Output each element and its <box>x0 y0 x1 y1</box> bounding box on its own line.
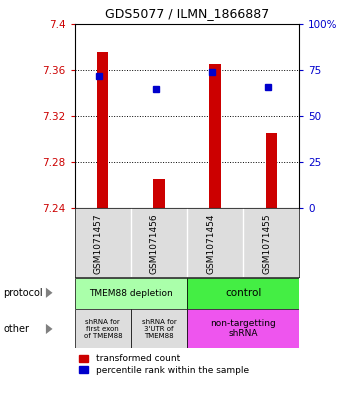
Bar <box>153 180 165 208</box>
Bar <box>209 64 221 208</box>
Bar <box>187 309 299 348</box>
Bar <box>187 278 299 309</box>
Text: protocol: protocol <box>3 288 43 298</box>
Text: non-targetting
shRNA: non-targetting shRNA <box>210 319 276 338</box>
Text: shRNA for
3'UTR of
TMEM88: shRNA for 3'UTR of TMEM88 <box>141 319 176 338</box>
Bar <box>266 133 277 208</box>
Bar <box>97 52 108 208</box>
Bar <box>131 309 187 348</box>
Text: GSM1071455: GSM1071455 <box>262 214 271 274</box>
Bar <box>75 278 187 309</box>
Text: GSM1071454: GSM1071454 <box>206 214 215 274</box>
Legend: transformed count, percentile rank within the sample: transformed count, percentile rank withi… <box>79 354 249 375</box>
Polygon shape <box>46 324 52 334</box>
Text: control: control <box>225 288 261 298</box>
Polygon shape <box>46 288 52 298</box>
Bar <box>75 309 131 348</box>
Title: GDS5077 / ILMN_1866887: GDS5077 / ILMN_1866887 <box>105 7 269 20</box>
Text: other: other <box>3 324 29 334</box>
Text: shRNA for
first exon
of TMEM88: shRNA for first exon of TMEM88 <box>84 319 122 338</box>
Text: GSM1071457: GSM1071457 <box>94 214 103 274</box>
Text: GSM1071456: GSM1071456 <box>150 214 159 274</box>
Text: TMEM88 depletion: TMEM88 depletion <box>89 289 173 298</box>
